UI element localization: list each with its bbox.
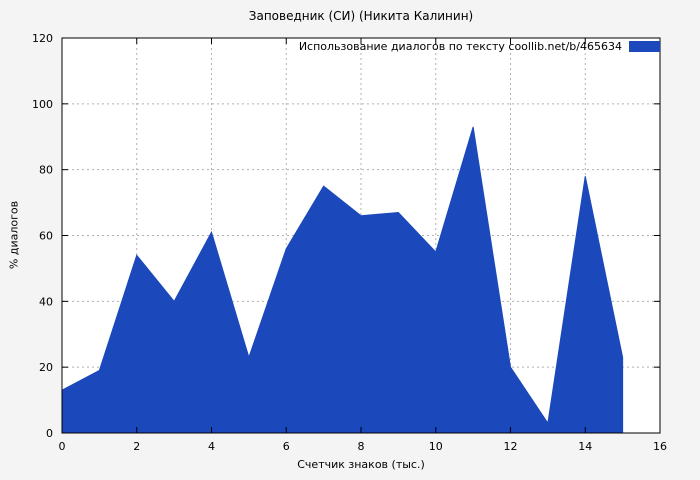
x-tick-label: 0 (59, 440, 66, 453)
x-tick-label: 14 (578, 440, 592, 453)
y-tick-label: 60 (39, 230, 53, 243)
x-tick-label: 8 (358, 440, 365, 453)
x-tick-label: 2 (133, 440, 140, 453)
legend-swatch (629, 41, 660, 52)
y-tick-label: 40 (39, 295, 53, 308)
y-tick-label: 80 (39, 164, 53, 177)
x-tick-label: 16 (653, 440, 667, 453)
x-tick-label: 4 (208, 440, 215, 453)
x-tick-label: 10 (429, 440, 443, 453)
area-series (61, 126, 624, 434)
y-tick-label: 100 (32, 98, 53, 111)
y-tick-label: 120 (32, 32, 53, 45)
x-axis-label: Счетчик знаков (тыс.) (297, 458, 425, 471)
x-tick-label: 6 (283, 440, 290, 453)
y-tick-label: 0 (46, 427, 53, 440)
chart-title: Заповедник (СИ) (Никита Калинин) (248, 9, 474, 23)
y-axis-label: % диалогов (7, 200, 21, 270)
legend-label: Использование диалогов по тексту coollib… (298, 40, 622, 53)
x-tick-label: 12 (504, 440, 518, 453)
y-tick-label: 20 (39, 361, 53, 374)
